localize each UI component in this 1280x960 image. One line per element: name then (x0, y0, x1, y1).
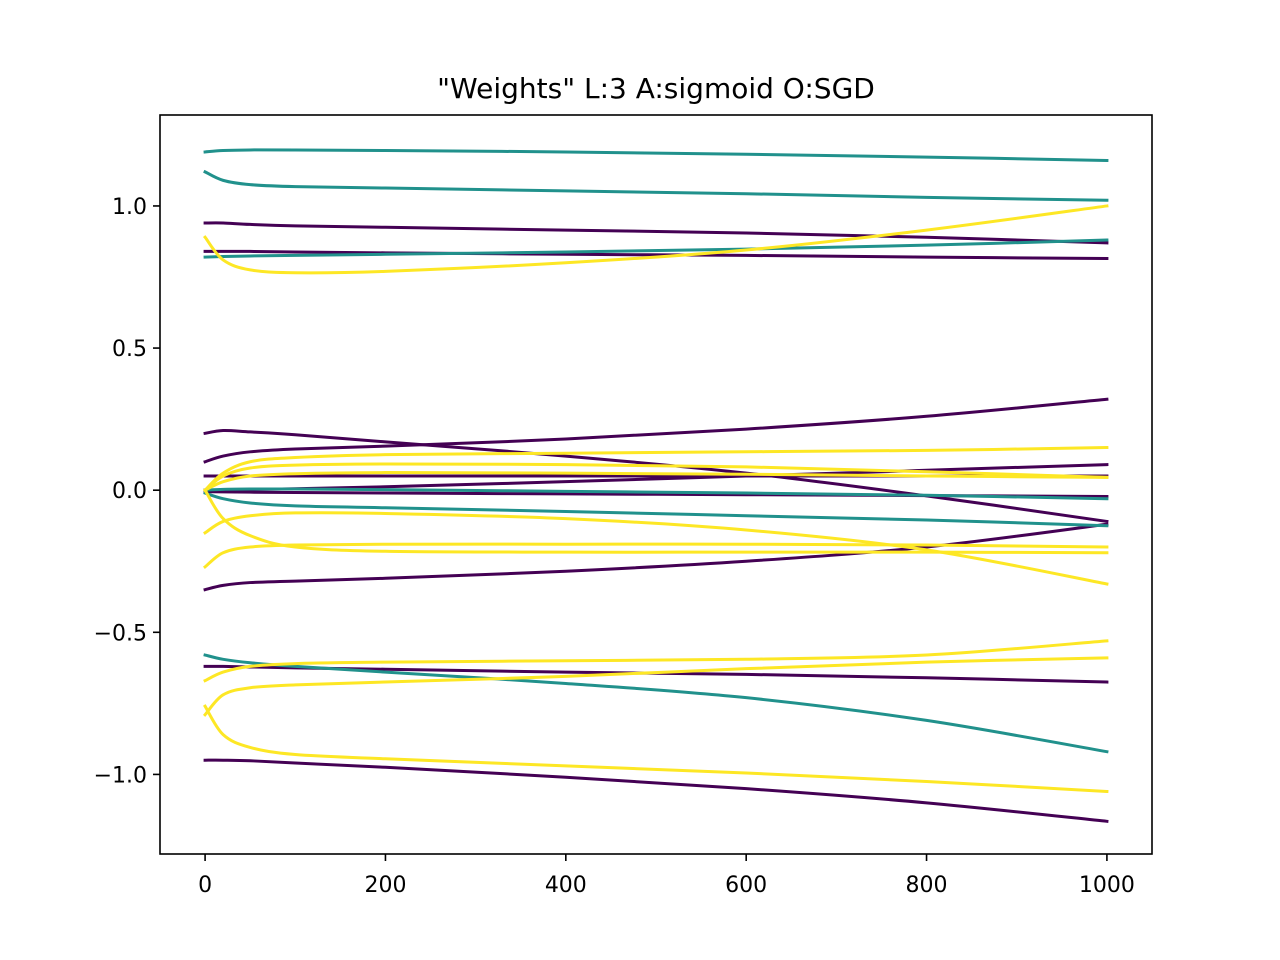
series-line-21 (203, 511, 1109, 586)
series-line-1 (203, 221, 1109, 245)
x-axis: 0 200 400 600 800 1000 (198, 854, 1135, 898)
series-line-15 (203, 491, 1109, 528)
series-line-25 (202, 656, 1109, 717)
y-tick-label: 1.0 (112, 195, 147, 220)
series-line-17 (202, 204, 1109, 275)
series-line-18 (202, 446, 1109, 493)
series-line-19 (202, 462, 1109, 493)
series-line-26 (203, 704, 1109, 794)
series-line-12 (203, 169, 1109, 202)
y-tick-label: 0.5 (112, 337, 147, 362)
plot-frame (159, 114, 1153, 855)
series-line-4 (203, 397, 1109, 464)
x-tick-label: 0 (198, 873, 212, 898)
series-line-13 (203, 238, 1109, 259)
x-tick-label: 600 (725, 873, 767, 898)
series-layer (202, 148, 1109, 823)
y-tick-label: 0.0 (112, 479, 147, 504)
y-tick-label: −1.0 (94, 763, 147, 788)
series-line-22 (202, 542, 1109, 570)
chart-title: "Weights" L:3 A:sigmoid O:SGD (437, 72, 875, 105)
series-line-24 (203, 639, 1109, 683)
y-axis: −1.0 −0.5 0.0 0.5 1.0 (94, 195, 160, 788)
series-line-20 (203, 471, 1109, 493)
series-line-23 (203, 488, 1109, 555)
x-tick-label: 800 (906, 873, 948, 898)
x-tick-label: 200 (364, 873, 406, 898)
series-line-10 (203, 758, 1109, 823)
y-tick-label: −0.5 (94, 621, 147, 646)
series-line-11 (203, 148, 1109, 163)
x-tick-label: 400 (545, 873, 587, 898)
x-tick-label: 1000 (1079, 873, 1135, 898)
series-line-16 (203, 653, 1109, 754)
series-line-14 (203, 487, 1109, 501)
